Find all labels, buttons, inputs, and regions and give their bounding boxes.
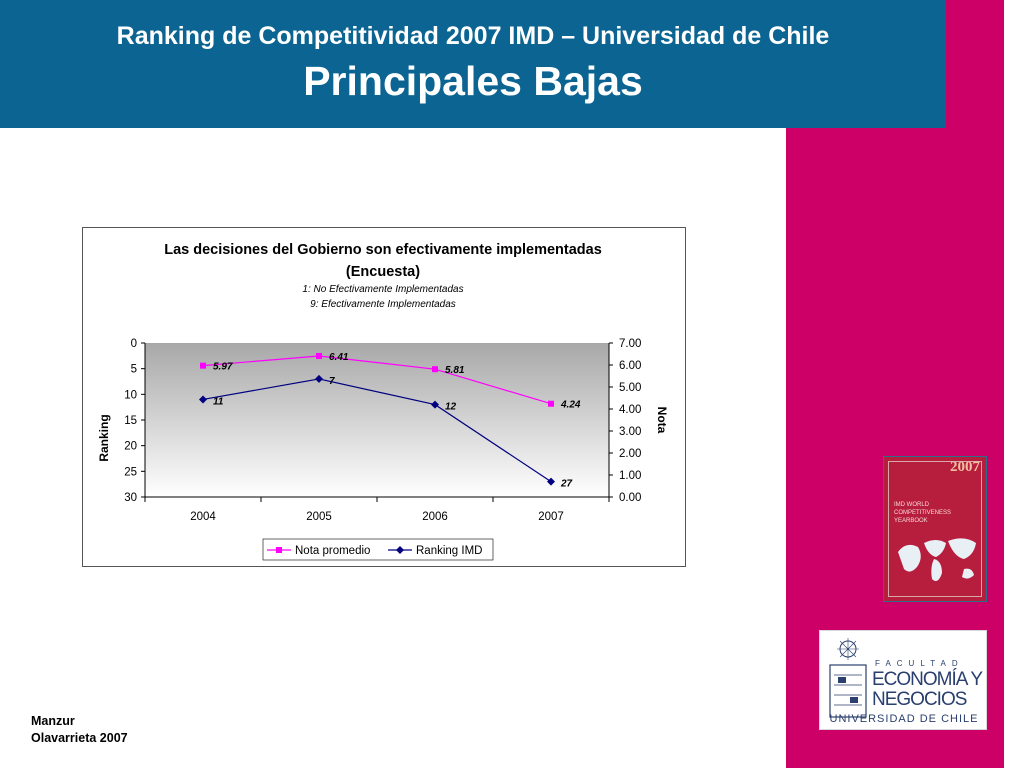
data-label: 12 bbox=[445, 402, 457, 413]
x-tick-label: 2005 bbox=[306, 511, 332, 523]
data-point bbox=[315, 374, 323, 383]
side-band-top bbox=[946, 0, 1004, 128]
legend-marker-nota bbox=[276, 547, 282, 553]
data-point bbox=[200, 362, 206, 369]
data-point bbox=[547, 477, 555, 486]
data-label: 11 bbox=[213, 396, 224, 407]
world-map-icon bbox=[898, 538, 976, 581]
header-banner: Ranking de Competitividad 2007 IMD – Uni… bbox=[0, 0, 946, 128]
x-tick-label: 2007 bbox=[538, 511, 564, 523]
right-tick-label: 4.00 bbox=[619, 404, 641, 416]
left-tick-label: 15 bbox=[124, 415, 137, 427]
chart-title-line2: (Encuesta) bbox=[346, 264, 420, 280]
data-point bbox=[548, 400, 554, 407]
left-tick-label: 25 bbox=[124, 466, 137, 478]
legend-label-nota: Nota promedio bbox=[295, 545, 370, 557]
left-tick-label: 0 bbox=[131, 338, 137, 350]
left-tick-label: 10 bbox=[124, 389, 137, 401]
legend: Nota promedio Ranking IMD bbox=[262, 538, 494, 561]
chart-subtitle-2: 9: Efectivamente Implementadas bbox=[310, 299, 456, 310]
left-tick-label: 30 bbox=[124, 492, 137, 504]
right-tick-label: 0.00 bbox=[619, 492, 641, 504]
author-line-2: Olavarrieta 2007 bbox=[31, 731, 128, 745]
data-point bbox=[316, 352, 322, 359]
data-label: 7 bbox=[329, 376, 335, 387]
right-tick-label: 3.00 bbox=[619, 426, 641, 438]
right-axis: 7.00 6.00 5.00 4.00 3.00 2.00 1.00 0.00 bbox=[608, 338, 641, 504]
logo-line-1: ECONOMÍA Y bbox=[872, 669, 983, 690]
author-line-1: Manzur bbox=[31, 714, 75, 728]
book-border bbox=[888, 461, 982, 597]
series-layer: 5.97 6.41 5.81 4.24 11 7 12 27 bbox=[199, 352, 581, 490]
left-axis: 0 5 10 15 20 25 30 bbox=[124, 338, 146, 504]
plot-area bbox=[145, 343, 609, 497]
page-subtitle: Principales Bajas bbox=[303, 58, 643, 104]
chart-title: Las decisiones del Gobierno son efectiva… bbox=[164, 242, 602, 258]
y-right-axis-label: Nota bbox=[655, 407, 669, 434]
page-title: Ranking de Competitividad 2007 IMD – Uni… bbox=[116, 22, 830, 50]
yearbook-cover-image: 2007 IMD WORLD COMPETITIVENESS YEARBOOK bbox=[883, 456, 987, 602]
logo-line-2: NEGOCIOS bbox=[872, 689, 967, 710]
data-label: 4.24 bbox=[560, 400, 581, 411]
x-tick-label: 2006 bbox=[422, 511, 448, 523]
data-point bbox=[432, 366, 438, 373]
book-title: IMD WORLD COMPETITIVENESS YEARBOOK bbox=[894, 502, 952, 524]
chart: Las decisiones del Gobierno son efectiva… bbox=[97, 242, 669, 561]
legend-marker-ranking bbox=[396, 546, 404, 554]
left-tick-label: 20 bbox=[124, 441, 137, 453]
logo-line-3: UNIVERSIDAD DE CHILE bbox=[829, 713, 979, 725]
data-label: 27 bbox=[560, 479, 573, 490]
legend-label-ranking: Ranking IMD bbox=[416, 545, 482, 557]
book-year: 2007 bbox=[950, 459, 980, 475]
series-line-0 bbox=[202, 355, 552, 405]
left-tick-label: 5 bbox=[131, 364, 137, 376]
data-point bbox=[431, 400, 439, 409]
data-point bbox=[199, 395, 207, 404]
legend-box bbox=[262, 538, 494, 561]
university-logo: FACULTAD ECONOMÍA Y NEGOCIOS UNIVERSIDAD… bbox=[819, 630, 987, 730]
author-credit: Manzur Olavarrieta 2007 bbox=[31, 713, 128, 747]
data-label: 5.81 bbox=[445, 365, 465, 376]
logo-faculty-text: FACULTAD bbox=[875, 659, 964, 668]
x-tick-label: 2004 bbox=[190, 511, 216, 523]
data-label: 5.97 bbox=[213, 362, 233, 373]
right-tick-label: 5.00 bbox=[619, 382, 641, 394]
right-tick-label: 1.00 bbox=[619, 470, 641, 482]
data-label: 6.41 bbox=[329, 352, 349, 363]
university-seal-icon bbox=[829, 638, 867, 718]
y-left-axis-label: Ranking bbox=[97, 414, 111, 461]
right-tick-label: 7.00 bbox=[619, 338, 641, 350]
right-tick-label: 6.00 bbox=[619, 360, 641, 372]
chart-frame: Las decisiones del Gobierno son efectiva… bbox=[82, 227, 686, 567]
chart-subtitle-1: 1: No Efectivamente Implementadas bbox=[302, 284, 463, 295]
right-tick-label: 2.00 bbox=[619, 448, 641, 460]
series-line-1 bbox=[202, 378, 552, 483]
x-axis: 2004 2005 2006 2007 bbox=[144, 496, 610, 523]
